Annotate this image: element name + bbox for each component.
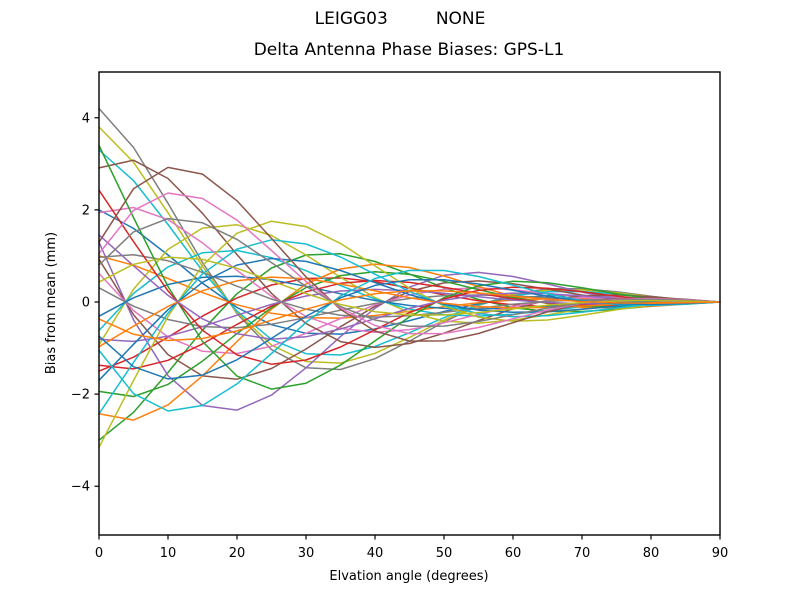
y-tick-label: 2 [82,203,90,218]
x-tick-label: 20 [229,546,246,561]
tick-label-group: 0 10 20 30 40 50 60 70 80 90 −4 −2 0 2 4 [71,111,728,561]
radome-name-title: NONE [435,9,486,29]
axes-frame [98,71,721,536]
y-tick-label: −4 [71,480,90,495]
series-line [98,278,721,380]
figure-suptitle: LEIGG03 NONE [0,10,800,29]
series-group [98,107,721,449]
series-line [98,279,721,370]
x-tick-label: 0 [95,546,103,561]
series-line [98,206,721,334]
x-tick-label: 60 [505,546,522,561]
y-axis-label: Bias from mean (mm) [44,232,59,374]
x-tick-label: 90 [712,546,729,561]
x-tick-label: 70 [574,546,591,561]
x-tick-label: 50 [436,546,453,561]
y-tick-label: 0 [82,296,90,311]
series-line [98,144,721,390]
series-line [98,256,721,316]
x-axis-label: Elvation angle (degrees) [329,569,488,584]
y-tick-label: −2 [71,388,90,403]
chart-title: Delta Antenna Phase Biases: GPS-L1 [253,40,565,60]
station-name-title: LEIGG03 [314,9,388,29]
series-line [98,217,721,327]
series-line [98,189,721,365]
series-line [98,220,721,449]
x-tick-label: 80 [643,546,660,561]
series-line [98,290,721,342]
x-tick-label: 40 [367,546,384,561]
series-line [98,159,721,349]
tick-group [94,117,721,540]
x-tick-label: 30 [298,546,315,561]
x-tick-label: 10 [160,546,177,561]
y-tick-label: 4 [82,111,90,126]
series-line [98,257,721,382]
